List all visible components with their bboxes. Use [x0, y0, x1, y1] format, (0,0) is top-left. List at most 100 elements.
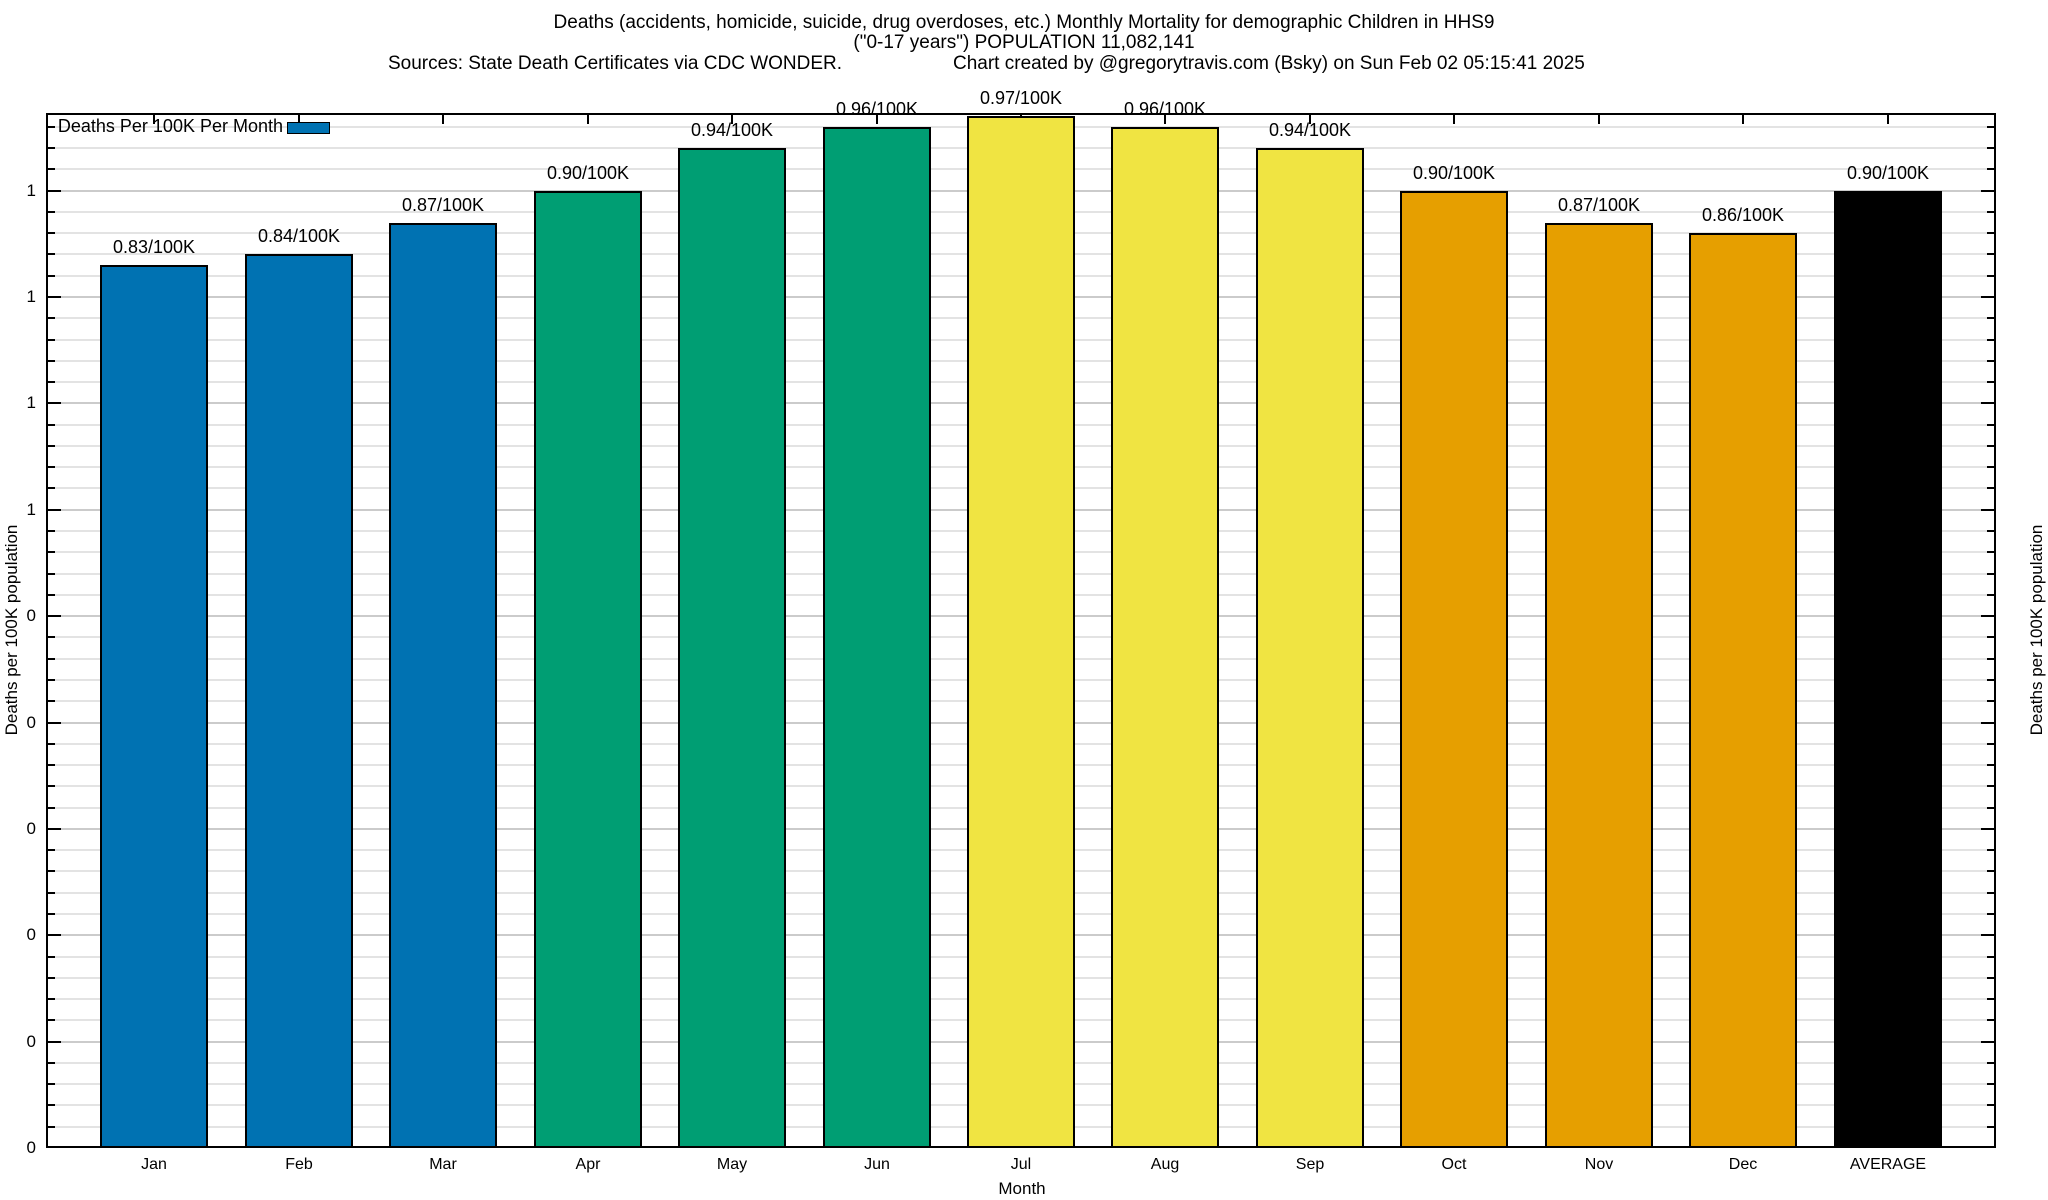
- y-tick-left: [48, 636, 55, 638]
- bar-mar: [389, 223, 497, 1148]
- y-tick-right: [1987, 275, 1994, 277]
- y-tick-right: [1981, 722, 1994, 724]
- bar-feb: [245, 254, 353, 1148]
- y-tick-right: [1981, 509, 1994, 511]
- y-tick-right: [1987, 424, 1994, 426]
- y-tick-left: [48, 126, 55, 128]
- y-tick-right: [1981, 615, 1994, 617]
- y-tick-left: [48, 360, 55, 362]
- chart-title-line2: ("0-17 years") POPULATION 11,082,141: [853, 32, 1195, 53]
- y-tick-left: [48, 551, 55, 553]
- y-tick-right: [1981, 1041, 1994, 1043]
- x-tick-top-nov: [1597, 115, 1600, 124]
- x-tick-label-nov: Nov: [1584, 1156, 1614, 1173]
- y-tick-left: [48, 275, 55, 277]
- y-tick-right: [1987, 360, 1994, 362]
- y-tick-left: [48, 892, 55, 894]
- y-tick-left: [48, 1104, 55, 1106]
- y-tick-right: [1987, 339, 1994, 341]
- bar-value-label-apr: 0.90/100K: [546, 163, 630, 183]
- x-tick-top-oct: [1453, 115, 1456, 124]
- y-tick-right: [1987, 232, 1994, 234]
- bar-nov: [1545, 223, 1653, 1148]
- legend-color-swatch: [287, 122, 330, 134]
- y-tick-right: [1987, 445, 1994, 447]
- y-tick-right: [1981, 828, 1994, 830]
- y-tick-left: [48, 785, 55, 787]
- y-tick-left: [48, 956, 55, 958]
- y-tick-left: [48, 594, 55, 596]
- bar-value-label-oct: 0.90/100K: [1412, 163, 1496, 183]
- y-tick-left: [48, 317, 55, 319]
- bar-apr: [534, 191, 642, 1148]
- y-tick-left: [48, 722, 61, 724]
- x-tick-top-feb: [297, 115, 300, 124]
- bar-value-label-may: 0.94/100K: [690, 120, 774, 140]
- bar-value-label-jan: 0.83/100K: [112, 237, 196, 257]
- y-tick-left: [48, 487, 55, 489]
- y-tick-right: [1987, 977, 1994, 979]
- y-tick-left: [48, 913, 55, 915]
- x-tick-label-jan: Jan: [141, 1156, 167, 1173]
- bar-value-label-dec: 0.86/100K: [1701, 205, 1785, 225]
- y-tick-left: [48, 1019, 55, 1021]
- x-tick-label-may: May: [716, 1156, 748, 1173]
- y-tick-right: [1987, 658, 1994, 660]
- x-tick-label-sep: Sep: [1295, 1156, 1325, 1173]
- y-tick-label-0.6: 1: [26, 500, 36, 519]
- y-tick-left: [48, 211, 55, 213]
- y-tick-left: [48, 1126, 55, 1128]
- y-tick-left: [48, 828, 61, 830]
- x-tick-top-aug: [1164, 115, 1167, 124]
- y-tick-right: [1981, 296, 1994, 298]
- x-tick-label-apr: Apr: [575, 1156, 601, 1173]
- y-tick-left: [48, 232, 55, 234]
- bar-value-label-jun: 0.96/100K: [835, 99, 919, 119]
- y-tick-left: [48, 339, 55, 341]
- y-tick-left: [48, 296, 61, 298]
- y-tick-left: [48, 658, 55, 660]
- y-tick-right: [1987, 785, 1994, 787]
- y-tick-right: [1987, 679, 1994, 681]
- y-tick-right: [1987, 573, 1994, 575]
- y-tick-label-0.3: 0: [26, 819, 36, 838]
- y-tick-label-0.7: 1: [26, 393, 36, 412]
- bar-value-label-average: 0.90/100K: [1846, 163, 1930, 183]
- y-tick-left: [48, 934, 61, 936]
- chart-title-line1: Deaths (accidents, homicide, suicide, dr…: [553, 12, 1495, 33]
- bar-value-label-jul: 0.97/100K: [979, 88, 1063, 108]
- bar-aug: [1111, 127, 1219, 1148]
- y-axis-label-left: Deaths per 100K population: [2, 524, 21, 736]
- x-tick-label-jul: Jul: [1010, 1156, 1032, 1173]
- y-tick-left: [48, 402, 61, 404]
- x-tick-top-may: [731, 115, 734, 124]
- y-tick-right: [1987, 551, 1994, 553]
- y-tick-right: [1987, 466, 1994, 468]
- y-tick-label-0.8: 1: [26, 287, 36, 306]
- y-tick-label-0.9: 1: [26, 181, 36, 200]
- y-tick-right: [1987, 700, 1994, 702]
- y-tick-right: [1987, 849, 1994, 851]
- x-axis-label: Month: [998, 1179, 1046, 1198]
- y-tick-label-0.4: 0: [26, 713, 36, 732]
- y-tick-right: [1987, 998, 1994, 1000]
- y-tick-left: [48, 147, 55, 149]
- y-tick-left: [48, 615, 61, 617]
- y-tick-left: [48, 573, 55, 575]
- y-tick-right: [1987, 764, 1994, 766]
- bar-jan: [100, 265, 208, 1148]
- bar-value-label-feb: 0.84/100K: [257, 226, 341, 246]
- bar-sep: [1256, 148, 1364, 1148]
- y-tick-label-0.1: 0: [26, 1032, 36, 1051]
- bar-value-label-mar: 0.87/100K: [401, 195, 485, 215]
- y-tick-right: [1987, 807, 1994, 809]
- x-tick-top-apr: [586, 115, 589, 124]
- chart-sources-text: Sources: State Death Certificates via CD…: [388, 53, 843, 74]
- y-tick-left: [48, 253, 55, 255]
- y-tick-right: [1987, 1126, 1994, 1128]
- y-tick-right: [1987, 487, 1994, 489]
- x-tick-label-dec: Dec: [1728, 1156, 1758, 1173]
- y-tick-right: [1987, 530, 1994, 532]
- x-tick-top-sep: [1308, 115, 1311, 124]
- x-tick-label-feb: Feb: [285, 1156, 313, 1173]
